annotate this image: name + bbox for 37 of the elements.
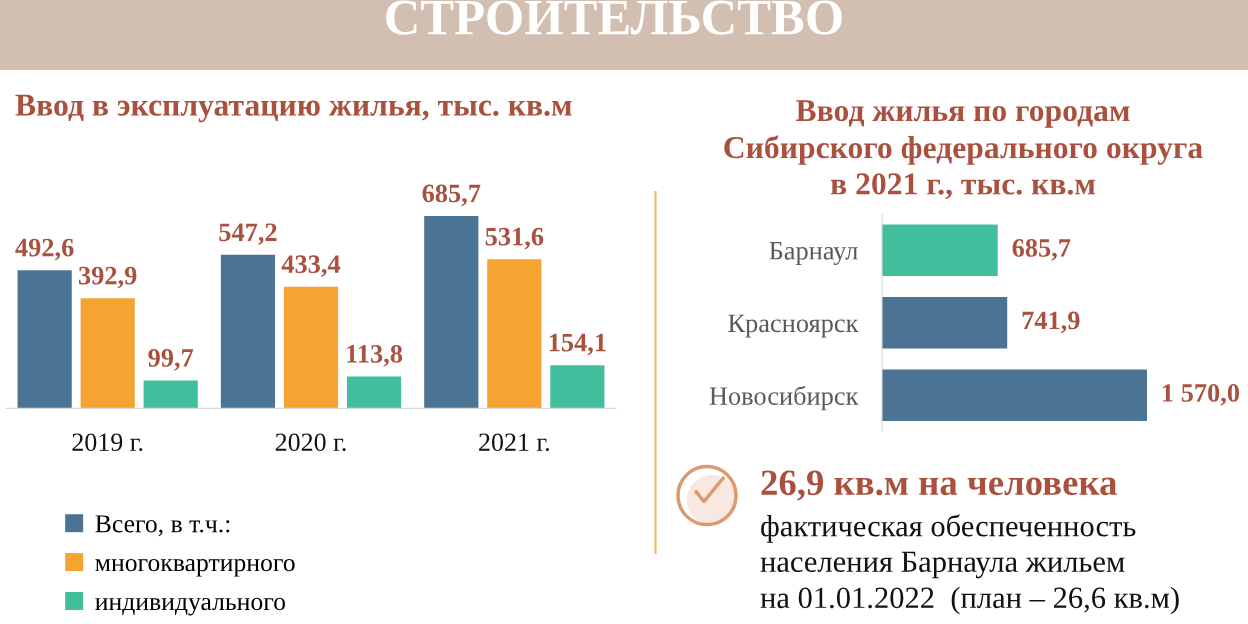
data-label: 685,7 (1012, 239, 1071, 261)
data-label: 531,6 (485, 227, 544, 250)
chart-title: Ввод жилья по городам Сибирского федерального округа в 2021 г., тыс. кв.м (724, 100, 1203, 200)
bar (487, 259, 542, 409)
bar (80, 298, 135, 409)
text: СТРОИТЕЛЬСТВО (386, 0, 842, 35)
data-label: 492,6 (15, 238, 74, 261)
legend-label: многоквартирного (95, 558, 295, 577)
legend-label: индивидуального (95, 597, 286, 616)
text: 26,9 кв.м на человека (761, 470, 1117, 501)
data-label: 547,2 (219, 223, 277, 245)
bar (346, 376, 402, 409)
data-label: 741,9 (1022, 311, 1080, 334)
data-label: 433,4 (281, 255, 341, 277)
bar (220, 254, 276, 409)
x-tick-label: 2020 г. (275, 433, 346, 452)
legend-label: Всего, в т.ч.: (95, 515, 230, 537)
y-tick-label: Барнаул (769, 242, 858, 266)
data-label: 1 570,0 (1163, 384, 1240, 406)
bar (424, 216, 479, 409)
data-label: 392,9 (78, 266, 137, 289)
bar (17, 270, 72, 409)
y-tick-label: Новосибирск (709, 385, 859, 411)
data-label: 99,7 (148, 349, 194, 371)
data-label: 685,7 (422, 184, 481, 207)
data-label: 154,1 (549, 333, 606, 356)
data-label: 113,8 (347, 344, 403, 367)
chart-title: Ввод в эксплуатацию жилья, тыс. кв.м (15, 94, 572, 123)
y-tick-label: Красноярск (728, 314, 859, 338)
text: населения Барнаула жильем (760, 551, 1125, 579)
x-tick-label: 2019 г. (72, 433, 143, 452)
text: на 01.01.2022 (план – 26,6 кв.м) (760, 586, 1179, 615)
bar (550, 365, 605, 409)
text: фактическая обеспеченность (761, 514, 1136, 543)
x-tick-label: 2021 г. (479, 433, 549, 452)
bar (143, 380, 198, 409)
bar (283, 286, 339, 409)
